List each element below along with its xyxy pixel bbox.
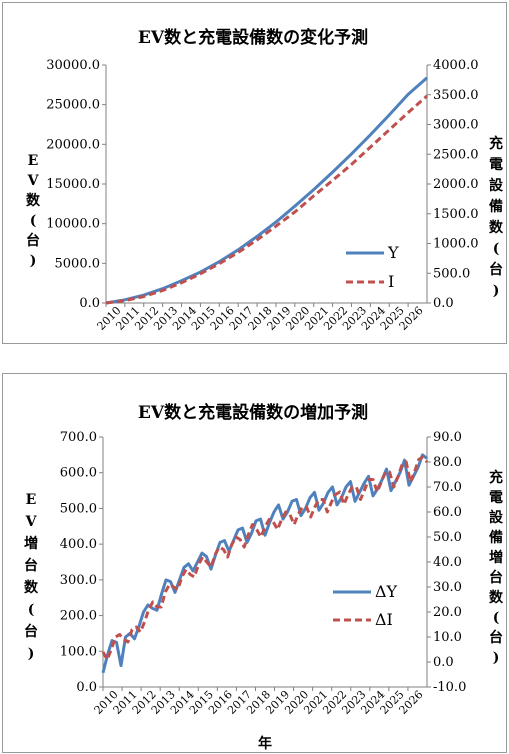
right-tick-label: 10.0 [433,630,462,645]
y2-axis-label-char: ) [493,650,500,666]
y2-axis-label-char: 電 [489,489,503,506]
right-tick-label: 30.0 [433,580,462,595]
y-axis-label-char: V [25,514,38,530]
y2-axis-label-char: ) [493,283,500,299]
y2-axis-label-char: 備 [489,198,503,215]
series-line-1 [105,94,428,305]
left-tick-label: 0.0 [79,296,100,311]
y2-axis-label-char: 数 [489,219,504,236]
y2-axis-label-char: 設 [489,509,504,526]
y2-axis-label-char: 台 [489,629,503,646]
ev-change-chart: EV数と充電設備数の変化予測 0.0 5000.0 10000.0 15000.0 200… [26,27,504,333]
y2-axis-label-char: 充 [489,469,503,486]
right-tick-label: -10.0 [433,680,466,695]
y2-axis-label-char: 台 [489,261,503,278]
y-axis-label-char: 数 [24,579,39,596]
left-tick-label: 30000.0 [46,58,100,73]
left-tick-label: 0.0 [76,680,97,695]
x-axis-label: 年 [258,735,272,752]
y2-axis-label-char: 充 [489,135,503,152]
y-axis-label-char: 増 [24,535,38,552]
y2-axis-label-char: 備 [489,529,503,546]
y2-axis-label-char: 設 [489,177,504,194]
y-axis-label-char: ( [28,602,35,618]
left-tick-label: 200.0 [60,609,97,624]
y-axis-label-char: V [27,173,40,189]
right-tick-label: 90.0 [433,430,462,445]
y-axis-label-char: 台 [26,232,40,249]
left-tick-label: 400.0 [60,537,97,552]
chart-panel-1: EV数と充電設備数の変化予測 0.0 5000.0 10000.0 15000.0 200… [2,2,507,344]
y2-axis-label-char: 台 [489,569,503,586]
right-tick-label: 2500.0 [433,147,479,162]
ev-increase-chart: EV数と充電設備数の増加予測 0.0 100.0 200.0 300.0 400.0 500… [24,402,504,752]
right-tick-label: 40.0 [433,555,462,570]
right-tick-label: 50.0 [433,530,462,545]
right-tick-label: 70.0 [433,480,462,495]
y-axis-label-char: 数 [26,192,41,209]
y-axis-label-char: ) [30,253,37,269]
left-tick-label: 700.0 [60,430,97,445]
y-axis-label-char: ) [28,646,35,662]
legend-label-0: ΔY [375,582,398,601]
right-tick-label: 1000.0 [433,237,479,252]
right-tick-label: 60.0 [433,505,462,520]
right-tick-label: 2000.0 [433,177,479,192]
chart-panel-2: EV数と充電設備数の増加予測 0.0 100.0 200.0 300.0 400.0 500… [2,373,507,753]
legend-label-1: ΔI [375,610,393,629]
right-tick-label: 3000.0 [433,118,479,133]
right-tick-label: 4000.0 [433,58,479,73]
right-tick-label: 500.0 [433,266,470,281]
right-tick-label: 0.0 [433,296,454,311]
left-tick-label: 500.0 [60,501,97,516]
right-tick-label: 3500.0 [433,88,479,103]
y2-axis-label-char: 増 [489,549,503,566]
right-tick-label: 1500.0 [433,207,479,222]
left-tick-label: 100.0 [60,644,97,659]
y-axis-label-char: ( [30,213,37,229]
y-axis-label-char: E [26,492,37,508]
left-tick-label: 300.0 [60,573,97,588]
legend-label-1: I [388,272,394,291]
y2-axis-label-char: 電 [489,156,503,173]
left-tick-label: 10000.0 [46,217,100,232]
y2-axis-label-char: ( [493,610,500,626]
series-line-1 [101,455,429,661]
right-tick-label: 20.0 [433,605,462,620]
right-tick-label: 80.0 [433,455,462,470]
left-tick-label: 600.0 [60,466,97,481]
y-axis-label-char: 台 [24,623,38,640]
left-tick-label: 25000.0 [46,98,100,113]
y-axis-label-char: E [28,153,39,169]
series-line-0 [105,76,428,305]
left-tick-label: 20000.0 [46,137,100,152]
chart-title: EV数と充電設備数の増加予測 [138,402,368,423]
left-tick-label: 5000.0 [55,256,101,271]
series-line-0 [101,453,428,674]
y-axis-label-char: 台 [24,557,38,574]
left-tick-label: 15000.0 [46,177,100,192]
right-tick-label: 0.0 [433,655,454,670]
y2-axis-label-char: 数 [489,589,504,606]
legend-label-0: Y [387,243,399,262]
chart-title: EV数と充電設備数の変化予測 [138,27,368,48]
y2-axis-label-char: ( [493,241,500,257]
